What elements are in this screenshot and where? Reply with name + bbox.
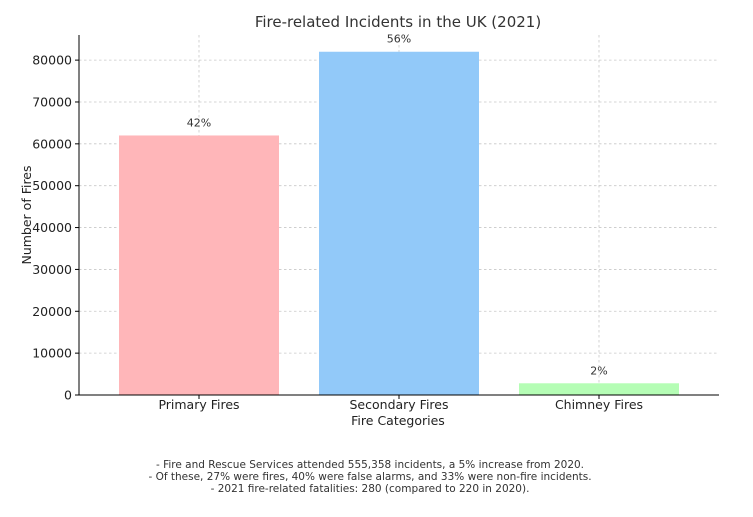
- x-tick-label: Secondary Fires: [350, 397, 449, 412]
- y-tick-label: 40000: [32, 220, 72, 235]
- y-tick-label: 60000: [32, 136, 72, 151]
- y-axis-title: Number of Fires: [19, 165, 34, 264]
- bar: [519, 383, 679, 395]
- data-label: 2%: [590, 364, 607, 377]
- bar-chart: Fire-related Incidents in the UK (2021) …: [19, 13, 719, 428]
- axes: 0 10000 20000 30000 40000 50000 60000 70000 8000…: [32, 35, 719, 412]
- y-tick-label: 0: [64, 388, 72, 403]
- y-tick-label: 30000: [32, 262, 72, 277]
- bars: 42% 56% 2%: [119, 33, 679, 395]
- bar: [319, 51, 479, 395]
- y-tick-label: 70000: [32, 94, 72, 109]
- x-axis-title: Fire Categories: [351, 413, 445, 428]
- y-tick-label: 10000: [32, 346, 72, 361]
- y-tick-label: 80000: [32, 53, 72, 68]
- footnote-line: - 2021 fire-related fatalities: 280 (com…: [210, 483, 530, 495]
- data-label: 56%: [387, 33, 411, 46]
- y-tick-label: 50000: [32, 178, 72, 193]
- x-tick-label: Chimney Fires: [555, 397, 643, 412]
- y-tick-label: 20000: [32, 304, 72, 319]
- footnote-line: - Fire and Rescue Services attended 555,…: [155, 459, 585, 471]
- data-label: 42%: [187, 116, 211, 129]
- bar: [119, 135, 279, 395]
- footnotes: - Fire and Rescue Services attended 555,…: [0, 459, 740, 495]
- chart-title: Fire-related Incidents in the UK (2021): [255, 13, 541, 31]
- footnote-line: - Of these, 27% were fires, 40% were fal…: [148, 471, 592, 483]
- x-tick-label: Primary Fires: [158, 397, 239, 412]
